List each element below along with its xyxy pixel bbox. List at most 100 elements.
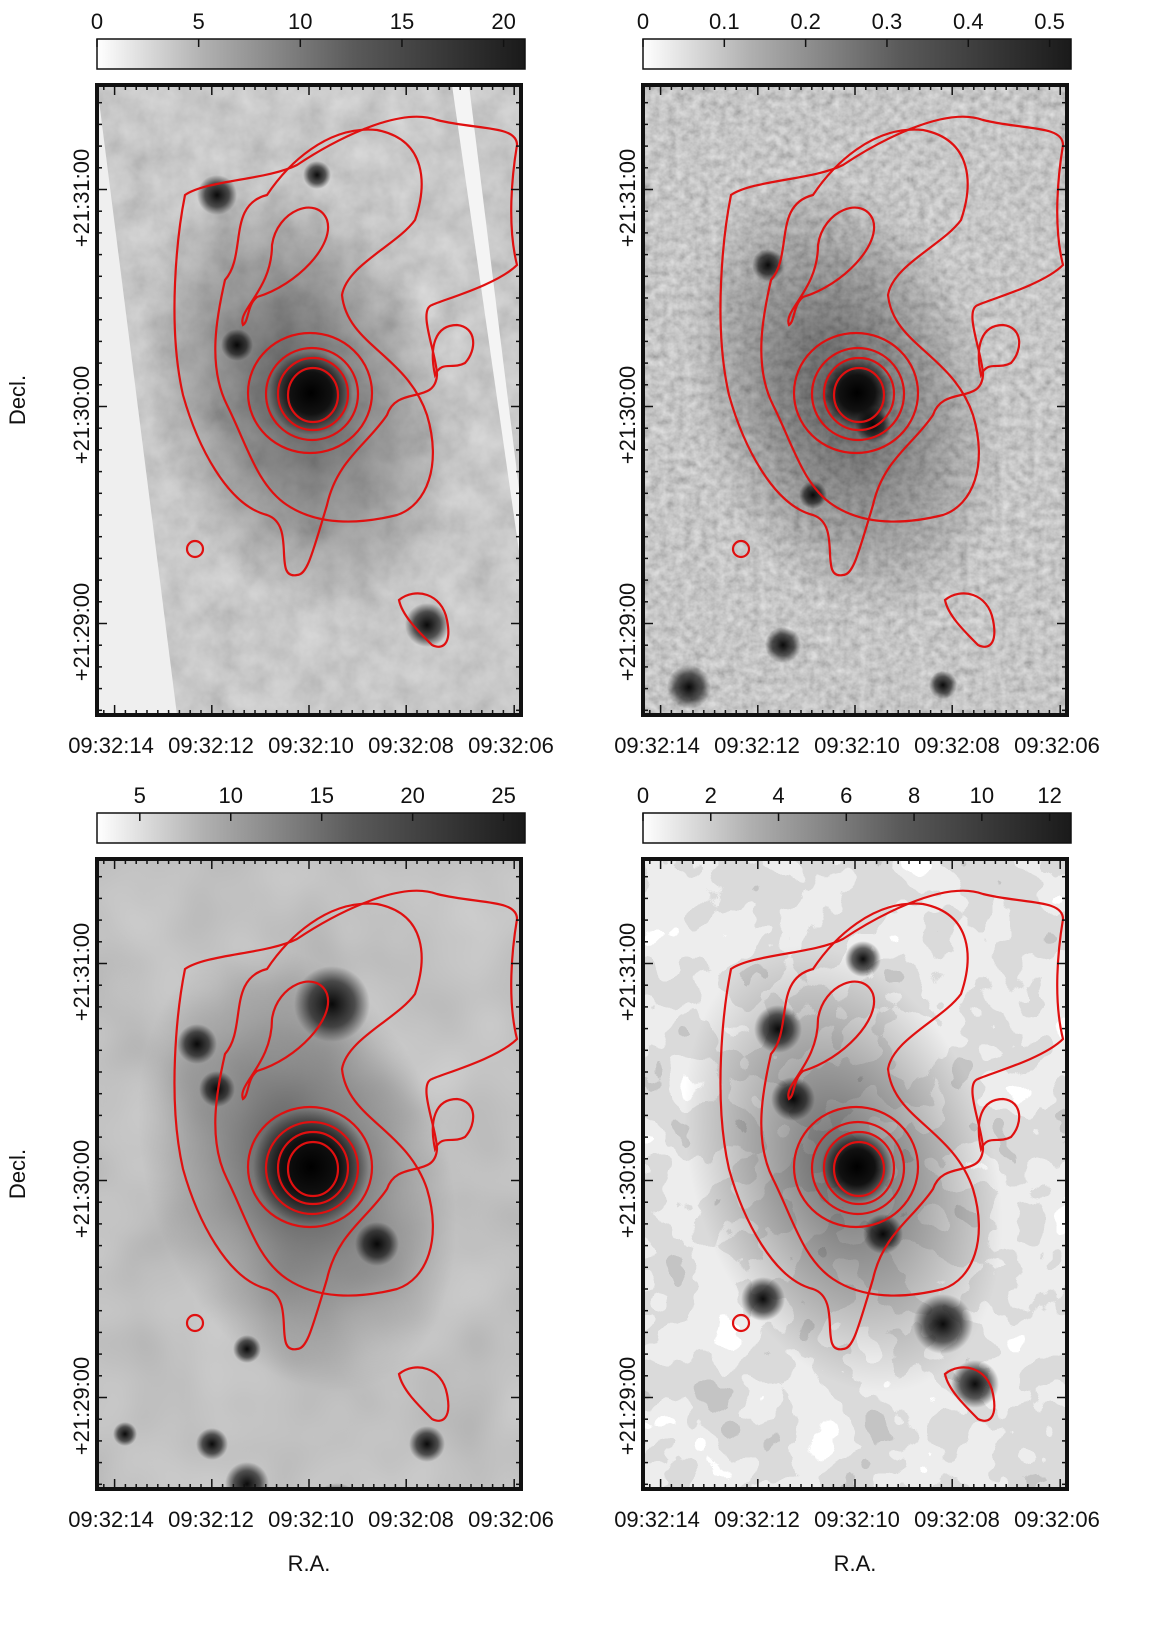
- colorbar-tick-label: 20: [400, 783, 424, 808]
- colorbar-frame: [96, 812, 526, 844]
- colorbar-tick-label: 20: [491, 9, 515, 34]
- x-axis-title: R.A.: [288, 1551, 331, 1576]
- colorbar-tick-label: 4: [772, 783, 784, 808]
- colorbar-frame: [642, 38, 1072, 70]
- emission-knot: [754, 1005, 802, 1053]
- emission-knot: [409, 1426, 445, 1462]
- ra-tick-label: 09:32:08: [368, 1507, 454, 1532]
- colorbar-tick-label: 12: [1037, 783, 1061, 808]
- colorbar-tick-label: 25: [491, 783, 515, 808]
- ra-tick-label: 09:32:10: [268, 733, 354, 758]
- dec-tick-label: +21:31:00: [69, 923, 94, 1021]
- colorbar: 5 10 15 20 25: [96, 783, 526, 844]
- colorbar: 0 0.1 0.2 0.3 0.4 0.5: [637, 9, 1072, 70]
- ra-axis: 09:32:14 09:32:12 09:32:10 09:32:08 09:32:06: [68, 859, 554, 1532]
- colorbar: 0 5 10 15 20: [91, 9, 526, 70]
- dec-tick-label: +21:29:00: [615, 1357, 640, 1455]
- colorbar-tick-label: 5: [193, 9, 205, 34]
- panel-bottom-left: 5 10 15 20 25 09:32:14 09:32:12 09:32:10 09:32:0…: [5, 783, 554, 1576]
- ra-tick-label: 09:32:06: [1014, 1507, 1100, 1532]
- ra-tick-label: 09:32:06: [1014, 733, 1100, 758]
- dec-tick-label: +21:30:00: [69, 366, 94, 464]
- panel-top-right: 0 0.1 0.2 0.3 0.4 0.5 09:32:14 09:32:12 09:32:10…: [614, 9, 1100, 758]
- ra-tick-label: 09:32:14: [614, 1507, 700, 1532]
- ra-tick-label: 09:32:08: [368, 733, 454, 758]
- colorbar-tick-label: 15: [390, 9, 414, 34]
- emission-knot: [799, 481, 827, 509]
- sky-image: [643, 85, 1067, 715]
- ra-tick-label: 09:32:06: [468, 1507, 554, 1532]
- dec-tick-label: +21:29:00: [69, 583, 94, 681]
- emission-knot: [221, 329, 253, 361]
- ra-tick-label: 09:32:10: [268, 1507, 354, 1532]
- ra-tick-label: 09:32:10: [814, 1507, 900, 1532]
- y-axis-title: Decl.: [5, 1149, 30, 1199]
- colorbar-tick-label: 8: [908, 783, 920, 808]
- dec-tick-label: +21:29:00: [615, 583, 640, 681]
- colorbar-tick-label: 0.4: [953, 9, 984, 34]
- emission-knot: [196, 1428, 228, 1460]
- ra-axis: 09:32:14 09:32:12 09:32:10 09:32:08 09:32:06: [614, 85, 1100, 758]
- emission-knot: [913, 1294, 973, 1354]
- emission-knot: [177, 1024, 217, 1064]
- colorbar-tick-label: 10: [970, 783, 994, 808]
- dec-tick-label: +21:31:00: [615, 149, 640, 247]
- colorbar-tick-label: 0.2: [790, 9, 821, 34]
- emission-knot: [197, 175, 237, 215]
- dec-tick-label: +21:30:00: [615, 366, 640, 464]
- emission-knot: [741, 1277, 785, 1321]
- colorbar-tick-label: 6: [840, 783, 852, 808]
- emission-knot: [303, 161, 331, 189]
- emission-knot: [765, 627, 801, 663]
- colorbar-tick-label: 0.3: [872, 9, 903, 34]
- ra-axis: 09:32:14 09:32:12 09:32:10 09:32:08 09:32:06: [614, 859, 1100, 1532]
- emission-knot: [159, 1543, 191, 1575]
- panel-bottom-right: 0 2 4 6 8 10 12 09:32:14 09:32:12 09:32:10 09:32:0…: [614, 783, 1100, 1576]
- colorbar-tick-label: 0.5: [1034, 9, 1065, 34]
- colorbar-frame: [96, 38, 526, 70]
- sky-image: [643, 859, 1067, 1489]
- emission-knot: [233, 1335, 261, 1363]
- ra-tick-label: 09:32:14: [68, 1507, 154, 1532]
- emission-knot: [294, 966, 370, 1042]
- colorbar-tick-label: 0.1: [709, 9, 740, 34]
- emission-knot: [951, 1360, 999, 1408]
- colorbar-tick-label: 2: [705, 783, 717, 808]
- emission-knot: [405, 603, 449, 647]
- colorbar-tick-label: 0: [637, 9, 649, 34]
- emission-knot: [355, 1222, 399, 1266]
- colorbar-tick-label: 10: [288, 9, 312, 34]
- colorbar-tick-label: 0: [637, 783, 649, 808]
- colorbar-tick-label: 10: [219, 783, 243, 808]
- dec-axis: +21:31:00 +21:30:00 +21:29:00: [69, 875, 521, 1486]
- colorbar-frame: [642, 812, 1072, 844]
- ra-tick-label: 09:32:14: [68, 733, 154, 758]
- sky-image: [97, 859, 521, 1575]
- ra-tick-label: 09:32:08: [914, 733, 1000, 758]
- emission-knot: [845, 941, 881, 977]
- colorbar: 0 2 4 6 8 10 12: [637, 783, 1072, 844]
- emission-knot: [113, 1422, 137, 1446]
- emission-knot: [771, 1077, 815, 1121]
- dec-axis: +21:31:00 +21:30:00 +21:29:00: [615, 875, 1067, 1486]
- x-axis-title: R.A.: [834, 1551, 877, 1576]
- ra-tick-label: 09:32:12: [714, 1507, 800, 1532]
- panel-top-left: 0 5 10 15 20 09:32:14 09:32:12 09:32:10 09:32:08…: [5, 9, 554, 758]
- dec-tick-label: +21:29:00: [69, 1357, 94, 1455]
- colorbar-gradient: [97, 813, 525, 843]
- dec-axis: +21:31:00 +21:30:00 +21:29:00: [69, 101, 521, 712]
- emission-knot: [667, 665, 711, 709]
- dec-tick-label: +21:30:00: [615, 1140, 640, 1238]
- colorbar-gradient: [643, 39, 1071, 69]
- sky-image: [97, 85, 521, 715]
- colorbar-gradient: [97, 39, 525, 69]
- colorbar-tick-label: 5: [134, 783, 146, 808]
- dec-tick-label: +21:30:00: [69, 1140, 94, 1238]
- ra-tick-label: 09:32:12: [714, 733, 800, 758]
- emission-knot: [199, 1071, 235, 1107]
- ra-tick-label: 09:32:14: [614, 733, 700, 758]
- ra-tick-label: 09:32:08: [914, 1507, 1000, 1532]
- dec-axis: +21:31:00 +21:30:00 +21:29:00: [615, 101, 1067, 712]
- emission-knot: [929, 671, 957, 699]
